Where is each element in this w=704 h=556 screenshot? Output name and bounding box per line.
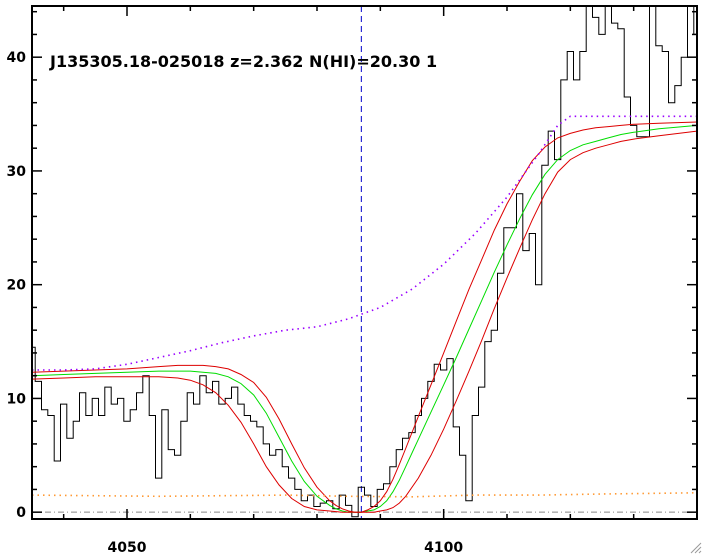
error-line — [32, 492, 697, 498]
series-layer — [32, 6, 697, 519]
y-tick-label: 20 — [7, 278, 27, 294]
model-fit-line — [32, 124, 697, 513]
model-upper-bound-line — [32, 121, 697, 513]
y-tick-label: 0 — [16, 505, 26, 521]
y-tick-label: 30 — [7, 164, 27, 180]
x-tick-label: 4100 — [424, 540, 463, 556]
y-tick-label: 10 — [7, 391, 27, 407]
x-tick-label: 4050 — [108, 540, 147, 556]
chart-title: J135305.18-025018 z=2.362 N(HI)=20.30 1 — [49, 52, 437, 71]
flux-spectrum — [32, 6, 697, 518]
axes-layer: 4050 4100 0 10 20 30 40 — [7, 5, 698, 556]
model-lower-bound-line — [32, 130, 697, 513]
y-tick-label: 40 — [7, 50, 27, 66]
continuum-line — [32, 115, 697, 371]
resize-grip-icon[interactable] — [688, 540, 702, 554]
plot-frame — [31, 5, 698, 520]
